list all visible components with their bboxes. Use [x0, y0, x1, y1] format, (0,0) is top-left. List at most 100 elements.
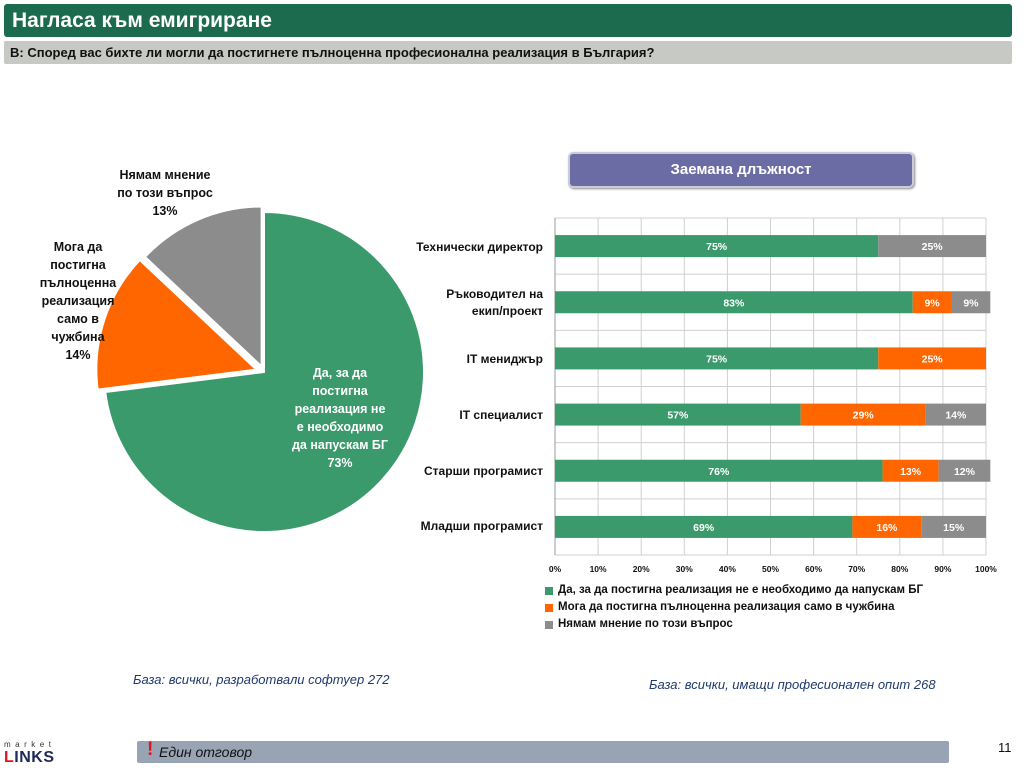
x-tick-label: 60%	[805, 564, 822, 574]
bar-segment	[800, 403, 926, 426]
bar-segment	[878, 235, 986, 258]
pie-label-line: постигна	[312, 384, 368, 398]
bar-data-label: 13%	[900, 466, 922, 478]
category-label-line: IT специалист	[459, 408, 543, 422]
legend-swatch-green	[545, 586, 553, 595]
pie-label-line: чужбина	[51, 330, 105, 344]
bar-data-label: 14%	[945, 410, 967, 422]
x-tick-label: 70%	[848, 564, 865, 574]
pie-base-note: База: всички, разработвали софтуер 272	[133, 672, 390, 687]
x-tick-label: 100%	[975, 564, 997, 574]
legend-item-orange: Мога да постигна пълноценна реализация с…	[545, 599, 923, 616]
bar-base-note: База: всички, имащи професионален опит 2…	[649, 677, 936, 692]
bar-segment	[925, 403, 986, 426]
bar-data-label: 15%	[943, 522, 965, 534]
bar-segment	[878, 347, 986, 370]
bar-segment	[852, 515, 922, 538]
bar-data-label: 25%	[922, 353, 944, 365]
pie-label-line: реализация не	[294, 402, 386, 416]
logo-market-text: market	[4, 740, 56, 749]
category-label-senior-programmer: Старши програмист	[380, 463, 543, 480]
bar-data-label: 76%	[708, 466, 730, 478]
logo-first-letter: L	[4, 749, 15, 766]
pie-label-orange: Мога да постигна пълноценна реализация с…	[18, 238, 138, 364]
category-label-it-manager: IT мениджър	[380, 351, 543, 368]
bar-chart-title: Заемана длъжност	[568, 152, 914, 188]
pie-label-line: постигна	[50, 258, 106, 272]
x-tick-label: 50%	[762, 564, 779, 574]
category-label-line: Младши програмист	[420, 519, 543, 533]
exclamation-icon: !	[147, 739, 154, 760]
bar-data-label: 83%	[723, 297, 745, 309]
bar-data-label: 9%	[925, 297, 941, 309]
logo-rest: INKS	[14, 749, 55, 766]
category-label-line: Старши програмист	[424, 464, 543, 478]
pie-slice	[143, 205, 263, 369]
pie-label-line: да напускам БГ	[291, 438, 388, 452]
pie-label-line: само в	[57, 312, 99, 326]
legend-label: Да, за да постигна реализация не е необх…	[558, 584, 924, 596]
footer-bar	[137, 741, 949, 763]
bar-segment	[938, 459, 991, 482]
bar-data-label: 75%	[706, 353, 728, 365]
bar-segment	[555, 291, 913, 314]
question-text: В: Според вас бихте ли могли да постигне…	[4, 41, 1012, 64]
bar-legend: Да, за да постигна реализация не е необх…	[545, 582, 923, 633]
legend-label: Нямам мнение по този въпрос	[558, 618, 733, 630]
category-label-technical-director: Технически директор	[380, 239, 543, 256]
pie-label-line: е необходимо	[296, 420, 384, 434]
x-tick-label: 90%	[934, 564, 951, 574]
x-tick-label: 40%	[719, 564, 736, 574]
bar-segment	[951, 291, 991, 314]
page-number: 11	[998, 740, 1012, 755]
category-label-it-specialist: IT специалист	[380, 407, 543, 424]
x-tick-label: 10%	[590, 564, 607, 574]
page-title: Нагласа към емигриране	[4, 4, 1012, 37]
bar-data-label: 29%	[853, 410, 875, 422]
pie-label-line: реализация	[41, 294, 115, 308]
legend-swatch-orange	[545, 603, 553, 612]
pie-label-line: по този въпрос	[117, 186, 213, 200]
legend-item-green: Да, за да постигна реализация не е необх…	[545, 582, 923, 599]
bar-data-label: 75%	[706, 241, 728, 253]
x-tick-label: 80%	[891, 564, 908, 574]
bar-segment	[555, 403, 801, 426]
category-label-team-lead: Ръководител на екип/проект	[380, 286, 543, 320]
legend-label: Мога да постигна пълноценна реализация с…	[558, 601, 895, 613]
bar-segment	[555, 235, 879, 258]
bar-data-label: 69%	[693, 522, 715, 534]
bar-segment	[555, 515, 853, 538]
bar-segment	[555, 347, 879, 370]
bar-data-label: 16%	[876, 522, 898, 534]
category-label-line: екип/проект	[471, 304, 543, 318]
footer-note: Един отговор	[159, 744, 253, 760]
legend-item-gray: Нямам мнение по този въпрос	[545, 616, 923, 633]
pie-label-line: Мога да	[53, 240, 103, 254]
x-tick-label: 0%	[549, 564, 562, 574]
pie-label-line: Да, за да	[312, 366, 368, 380]
bar-data-label: 12%	[954, 466, 976, 478]
bar-segment	[921, 515, 986, 538]
bar-segment	[882, 459, 939, 482]
bar-segment	[555, 459, 883, 482]
pie-label-green: Да, за да постигна реализация не е необх…	[270, 364, 410, 472]
category-label-line: Ръководител на	[446, 287, 543, 301]
bar-data-label: 25%	[922, 241, 944, 253]
legend-swatch-gray	[545, 620, 553, 629]
pie-label-percent: 13%	[152, 204, 178, 218]
pie-label-percent: 14%	[65, 348, 91, 362]
pie-label-gray: Нямам мнение по този въпрос 13%	[100, 166, 230, 220]
bar-data-label: 57%	[667, 410, 689, 422]
bar-data-label: 9%	[963, 297, 979, 309]
pie-label-line: пълноценна	[39, 276, 117, 290]
pie-label-percent: 73%	[327, 456, 353, 470]
category-label-line: IT мениджър	[466, 352, 543, 366]
category-label-junior-programmer: Младши програмист	[380, 518, 543, 535]
category-label-line: Технически директор	[416, 240, 543, 254]
x-tick-label: 30%	[676, 564, 693, 574]
market-links-logo: LINKS	[4, 749, 55, 767]
bar-segment	[912, 291, 952, 314]
pie-label-line: Нямам мнение	[119, 168, 211, 182]
